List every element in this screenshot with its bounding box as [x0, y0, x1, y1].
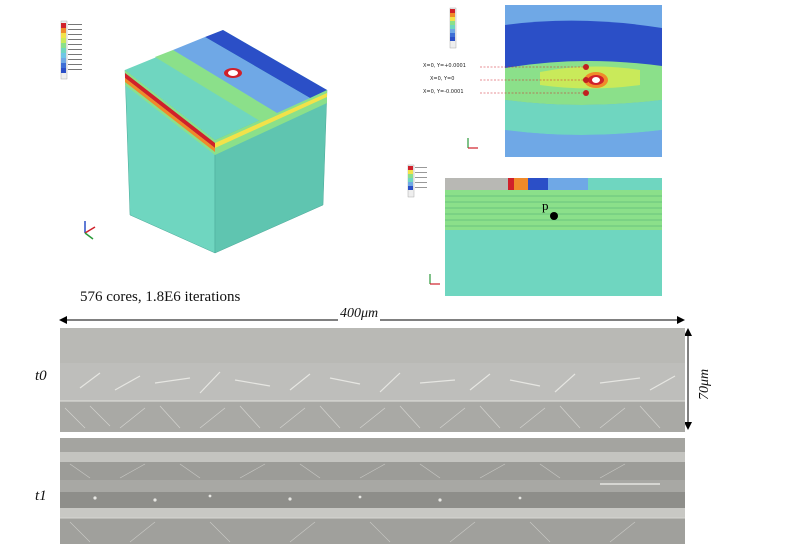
cross-section-render [407, 164, 662, 296]
figure-caption: 576 cores, 1.8E6 iterations [80, 289, 241, 305]
top-view-legend [449, 7, 457, 49]
cube-legend [60, 20, 82, 80]
top-view-render [449, 5, 662, 157]
width-dimension-arrow [59, 316, 685, 324]
microstructure-t0 [60, 328, 685, 432]
cross-section-legend [407, 164, 427, 198]
point-label: p [542, 198, 549, 213]
time-label-t1: t1 [35, 488, 47, 504]
probe-label-middle: X=0, Y=0 [430, 76, 455, 82]
width-dimension-label: 400μm [338, 306, 381, 322]
cube-render [60, 20, 328, 254]
probe-label-lower: X=0, Y=-0.0001 [423, 89, 464, 95]
microstructure-t1 [60, 438, 685, 544]
axis-triad-icon [429, 274, 440, 285]
axis-triad-icon [467, 138, 478, 149]
height-dimension-arrow [684, 328, 692, 430]
axis-triad-icon [84, 221, 96, 240]
cross-section-panel [400, 160, 665, 300]
probe-label-upper: X=0, Y=+0.0001 [423, 63, 466, 69]
height-dimension-label: 70μm [697, 368, 712, 400]
cube-panel [55, 15, 335, 260]
time-label-t0: t0 [35, 368, 47, 384]
top-view-panel [410, 0, 670, 160]
